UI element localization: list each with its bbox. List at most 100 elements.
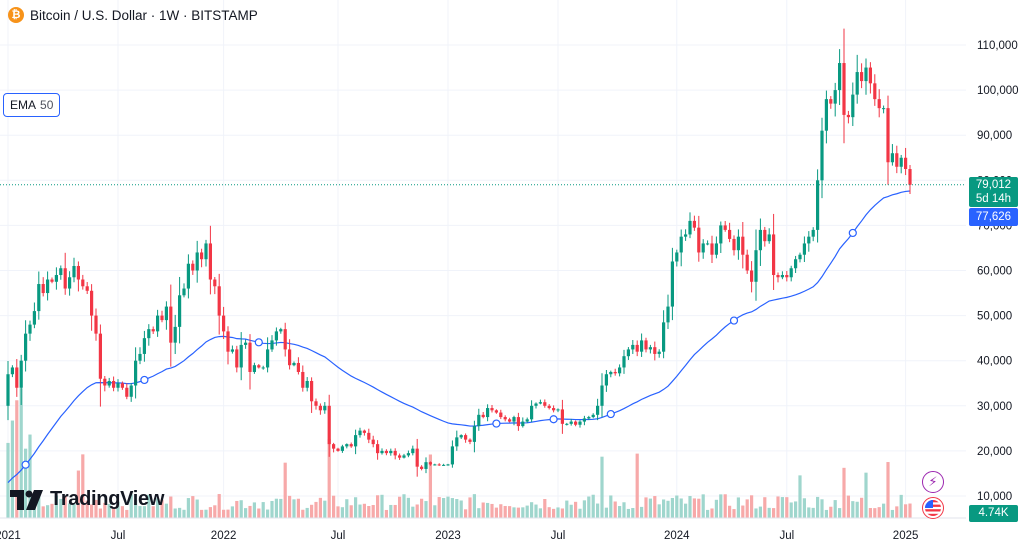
- volume-bar: [565, 500, 569, 518]
- candle-body: [340, 446, 344, 451]
- price-axis-bg: [966, 0, 1024, 548]
- candle-body: [112, 380, 116, 388]
- candle-body: [24, 333, 28, 361]
- volume-bar: [195, 499, 199, 518]
- candle-body: [846, 114, 850, 118]
- candle-body: [503, 417, 507, 420]
- candle-body: [433, 464, 437, 466]
- volume-bar: [107, 503, 111, 518]
- candle-body: [670, 261, 674, 307]
- candle-body: [283, 329, 287, 350]
- candle-body: [32, 311, 36, 325]
- candle-body: [864, 67, 868, 82]
- volume-bar: [270, 500, 274, 518]
- volume-bar: [459, 500, 463, 518]
- candle-body: [899, 157, 903, 167]
- volume-bar: [582, 500, 586, 518]
- volume-bar: [393, 504, 397, 518]
- ema-period: 50: [40, 98, 54, 112]
- us-flag-icon[interactable]: [922, 497, 944, 519]
- volume-bar: [613, 501, 617, 518]
- candle-body: [318, 405, 322, 411]
- volume-bar: [288, 495, 292, 518]
- volume-bar: [345, 499, 349, 518]
- candle-body: [820, 130, 824, 181]
- volume-bar: [85, 500, 89, 518]
- candle-body: [904, 157, 908, 170]
- candle-body: [785, 275, 789, 278]
- candle-body: [261, 367, 265, 369]
- volume-bar: [398, 496, 402, 518]
- flag-stripes-icon: [925, 500, 941, 516]
- volume-bar: [776, 496, 780, 518]
- candle-body: [767, 234, 771, 242]
- candle-body: [164, 306, 168, 321]
- volume-bar: [116, 501, 120, 518]
- ai-assistant-icon[interactable]: ⚡: [922, 471, 944, 493]
- volume-bar: [745, 499, 749, 518]
- candle-body: [59, 268, 63, 276]
- volume-bar: [631, 508, 635, 518]
- price-axis[interactable]: 10,00020,00030,00040,00050,00060,00070,0…: [966, 0, 1024, 548]
- candle-body: [604, 374, 608, 386]
- volume-bar: [147, 494, 151, 518]
- volume-bar: [622, 502, 626, 518]
- candle-body: [521, 421, 525, 427]
- volume-bar: [384, 509, 388, 518]
- candle-body: [552, 408, 556, 411]
- candle-body: [886, 108, 890, 163]
- candle-body: [116, 383, 120, 388]
- candle-body: [336, 448, 340, 451]
- volume-bar: [908, 503, 912, 518]
- volume-bar: [640, 506, 644, 518]
- volume-bar: [81, 454, 85, 518]
- volume-bar: [666, 500, 670, 518]
- time-axis[interactable]: 2021 Jul 2022 Jul 2023 Jul 2024 Jul 2025: [0, 517, 966, 542]
- logo-text: TradingView: [50, 488, 165, 510]
- candle-body: [389, 450, 393, 454]
- volume-bar: [490, 503, 494, 518]
- candle-body: [508, 419, 512, 422]
- ema-indicator-legend[interactable]: EMA 50: [3, 93, 61, 117]
- candle-body: [76, 265, 80, 280]
- ema-marker: [729, 316, 739, 325]
- volume-bar: [794, 501, 798, 518]
- candle-body: [877, 99, 881, 109]
- candle-body: [512, 417, 516, 422]
- volume-bar: [873, 508, 877, 518]
- candle-body: [807, 236, 811, 244]
- volume-bar: [336, 506, 340, 518]
- candle-body: [450, 446, 454, 465]
- volume-bar: [402, 494, 406, 518]
- volume-bar: [279, 498, 283, 518]
- volume-bar: [156, 498, 160, 518]
- candle-body: [235, 349, 239, 368]
- volume-bar: [120, 506, 124, 518]
- volume-bar: [609, 495, 613, 518]
- candle-body: [714, 243, 718, 255]
- volume-bar: [340, 507, 344, 518]
- symbol-header[interactable]: ₿ Bitcoin / U.S. Dollar · 1W · BITSTAMP: [8, 6, 258, 24]
- tradingview-logo[interactable]: TradingView: [10, 488, 164, 511]
- candle-body: [908, 169, 912, 185]
- candle-body: [6, 374, 10, 406]
- volume-bar: [785, 497, 789, 518]
- time-tick-label: Jul: [779, 530, 794, 542]
- candle-body: [789, 268, 793, 278]
- candle-body: [688, 220, 692, 235]
- volume-bar: [486, 502, 490, 518]
- volume-bar: [626, 508, 630, 518]
- volume-bar: [868, 508, 872, 518]
- ema-path: [7, 190, 911, 483]
- time-tick-label: 2025: [893, 530, 919, 542]
- candle-body: [578, 421, 582, 425]
- candle-body: [37, 284, 41, 312]
- volume-bar: [569, 504, 573, 518]
- volume-bar: [204, 509, 208, 518]
- volume-bar: [222, 509, 226, 518]
- candle-body: [596, 405, 600, 415]
- candle-body: [81, 279, 85, 287]
- bar-countdown: 5d 14h: [975, 193, 1012, 205]
- candle-body: [662, 322, 666, 352]
- price-tick-label: 20,000: [977, 446, 1012, 458]
